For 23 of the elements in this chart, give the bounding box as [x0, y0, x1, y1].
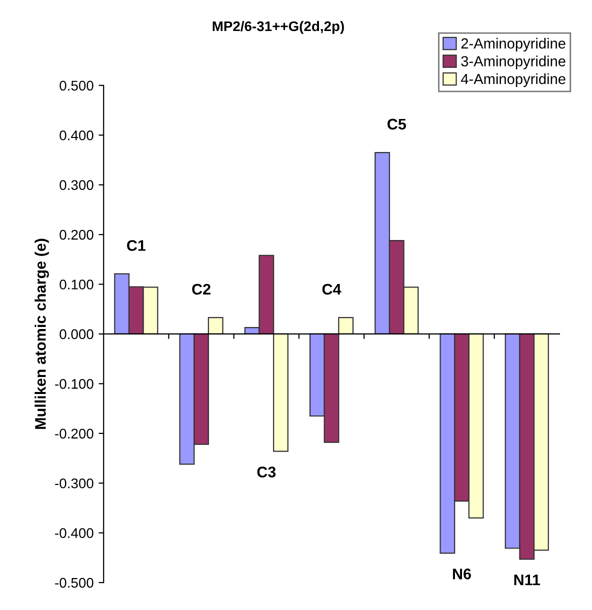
y-tick-label: -0.300: [55, 478, 94, 488]
y-tick-label: 0.100: [60, 280, 94, 290]
chart-title: MP2/6-31++G(2d,2p): [212, 20, 344, 34]
legend-label: 2-Aminopyridine: [461, 38, 566, 52]
y-tick-label: -0.100: [55, 379, 94, 389]
x-tick-label: N6: [453, 568, 471, 580]
x-tick-label: C2: [192, 284, 210, 295]
y-tick-label: -0.500: [55, 578, 94, 588]
y-tick-label: -0.400: [55, 528, 94, 538]
y-axis-title: Mulliken atomic charge (e): [34, 238, 49, 429]
x-tick-label: C4: [322, 284, 342, 295]
y-tick-label: 0.000: [60, 329, 94, 340]
legend-label: 3-Aminopyridine: [461, 56, 566, 70]
y-tick-label: 0.300: [60, 180, 94, 190]
y-tick-label: 0.500: [60, 80, 94, 91]
x-tick-label: N11: [514, 574, 540, 586]
x-tick-label: C3: [257, 466, 276, 478]
x-tick-label: C5: [388, 118, 406, 130]
legend-label: 4-Aminopyridine: [460, 73, 566, 88]
y-tick-label: 0.200: [60, 230, 94, 240]
x-tick-label: C1: [127, 240, 146, 251]
y-tick-label: 0.400: [60, 130, 94, 140]
y-tick-label: -0.200: [55, 428, 94, 439]
